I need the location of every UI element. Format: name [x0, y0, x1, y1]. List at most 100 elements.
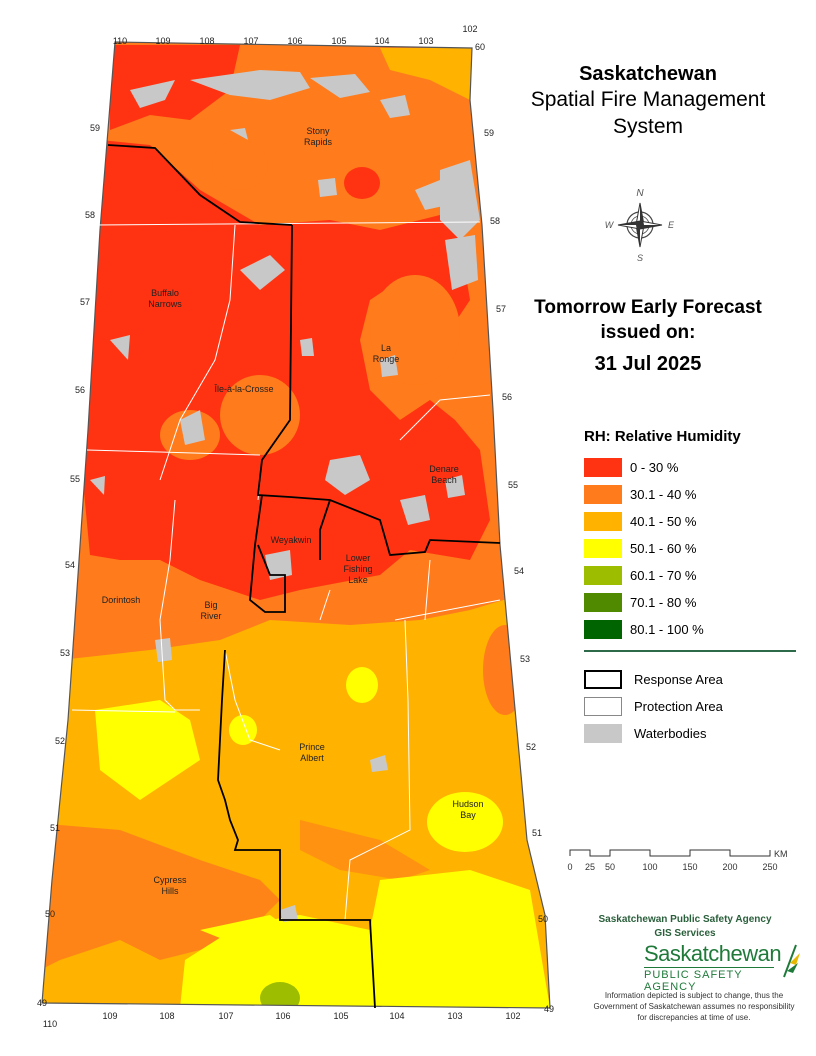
place-lower-fishing-lake-2: Fishing — [343, 564, 372, 574]
protection-area-swatch — [584, 697, 622, 716]
rh-legend: RH: Relative Humidity 0 - 30 % 30.1 - 40 … — [584, 428, 799, 643]
right-latitude-label: 50 — [538, 914, 548, 924]
top-longitude-label: 110 — [113, 36, 127, 46]
place-lower-fishing-lake: Lower — [346, 553, 371, 563]
place-dorintosh: Dorintosh — [102, 595, 141, 605]
legend-protection-area: Protection Area — [584, 693, 723, 720]
agency-name: Saskatchewan Public Safety Agency — [598, 914, 772, 925]
legend-class-1: 30.1 - 40 % — [584, 481, 799, 508]
top-longitude-label: 106 — [287, 36, 302, 46]
top-longitude-label: 109 — [155, 36, 170, 46]
legend-class-label: 60.1 - 70 % — [630, 568, 697, 583]
svg-text:S: S — [637, 253, 643, 263]
right-latitude-label: 53 — [520, 654, 530, 664]
left-latitude-label: 52 — [55, 736, 65, 746]
right-latitude-label: 60 — [475, 42, 485, 52]
agency-unit: GIS Services — [654, 928, 716, 939]
place-cypress-hills: Cypress — [153, 875, 187, 885]
right-latitude-label: 52 — [526, 742, 536, 752]
legend-swatch — [584, 485, 622, 504]
svg-text:N: N — [636, 188, 644, 199]
scale-tick-label: 200 — [722, 862, 737, 872]
logo-main-text: Saskatchewan — [644, 941, 782, 966]
scale-bar: 0 25 50 100 150 200 250 KM — [567, 849, 788, 872]
scale-unit: KM — [774, 849, 788, 859]
right-latitude-label: 56 — [502, 392, 512, 402]
legend-waterbodies: Waterbodies — [584, 720, 723, 747]
left-latitude-label: 51 — [50, 823, 60, 833]
province-outline — [41, 41, 551, 1009]
place-stony-rapids: Stony — [306, 126, 330, 136]
legend-divider — [584, 650, 796, 652]
top-longitude-label: 105 — [331, 36, 346, 46]
disclaimer: Information depicted is subject to chang… — [593, 991, 795, 1022]
legend-swatch — [584, 593, 622, 612]
agency-credit: Saskatchewan Public Safety Agency GIS Se… — [585, 913, 785, 941]
left-latitude-label: 58 — [85, 210, 95, 220]
top-longitude-label: 103 — [418, 36, 433, 46]
forecast-line-1: Tomorrow Early Forecast — [534, 297, 762, 318]
right-latitude-label: 59 — [484, 128, 494, 138]
left-latitude-label: 49 — [37, 998, 47, 1008]
legend-class-0: 0 - 30 % — [584, 454, 799, 481]
scale-bar-line — [569, 849, 771, 857]
forecast-date: 31 Jul 2025 — [594, 353, 702, 375]
legend-swatch — [584, 539, 622, 558]
right-latitude-label: 55 — [508, 480, 518, 490]
left-latitude-label: 54 — [65, 560, 75, 570]
legend-class-label: 30.1 - 40 % — [630, 487, 697, 502]
scale-tick-label: 100 — [642, 862, 657, 872]
place-stony-rapids-2: Rapids — [304, 137, 333, 147]
legend-response-area: Response Area — [584, 666, 723, 693]
title-line-3: System — [612, 115, 683, 138]
bottom-longitude-label: 110 — [43, 1019, 57, 1029]
bottom-longitude-label: 104 — [389, 1011, 404, 1021]
scale-tick-label: 50 — [605, 862, 615, 872]
place-denare-beach: Denare — [429, 464, 459, 474]
legend-class-label: 50.1 - 60 % — [630, 541, 697, 556]
place-la-ronge: La — [381, 343, 391, 353]
spsa-logo: Saskatchewan PUBLIC SAFETY AGENCY — [644, 941, 804, 993]
legend-waterbodies-label: Waterbodies — [634, 726, 707, 741]
scale-tick-label: 25 — [585, 862, 595, 872]
legend-class-5: 70.1 - 80 % — [584, 589, 799, 616]
legend-class-6: 80.1 - 100 % — [584, 616, 799, 643]
left-latitude-label: 55 — [70, 474, 80, 484]
right-latitude-label: 49 — [544, 1004, 554, 1014]
place-big-river-2: River — [200, 611, 221, 621]
feature-legend: Response Area Protection Area Waterbodie… — [584, 666, 723, 747]
waterbodies-swatch — [584, 724, 622, 743]
place-ile-a-la-crosse: Île-à-la-Crosse — [213, 384, 273, 394]
left-latitude-label: 57 — [80, 297, 90, 307]
scale-tick-label: 250 — [762, 862, 777, 872]
top-longitude-label: 104 — [374, 36, 389, 46]
response-area-swatch — [584, 670, 622, 689]
bottom-longitude-label: 105 — [333, 1011, 348, 1021]
svg-text:W: W — [605, 220, 615, 230]
legend-class-3: 50.1 - 60 % — [584, 535, 799, 562]
bottom-longitude-label: 103 — [447, 1011, 462, 1021]
right-latitude-label: 58 — [490, 216, 500, 226]
legend-response-area-label: Response Area — [634, 672, 723, 687]
legend-swatch — [584, 566, 622, 585]
legend-swatch — [584, 458, 622, 477]
place-cypress-hills-2: Hills — [162, 886, 179, 896]
right-latitude-label: 57 — [496, 304, 506, 314]
bottom-longitude-label: 102 — [505, 1011, 520, 1021]
place-hudson-bay: Hudson — [452, 799, 483, 809]
scale-tick-label: 0 — [567, 862, 572, 872]
bottom-longitude-label: 108 — [159, 1011, 174, 1021]
waterbodies — [90, 70, 480, 922]
map-title: Saskatchewan Spatial Fire Management Sys… — [500, 62, 796, 140]
forecast-block: Tomorrow Early Forecast issued on: 31 Ju… — [500, 295, 796, 376]
place-buffalo-narrows-2: Narrows — [148, 299, 182, 309]
legend-class-label: 80.1 - 100 % — [630, 622, 704, 637]
top-longitude-label: 102 — [462, 24, 477, 34]
